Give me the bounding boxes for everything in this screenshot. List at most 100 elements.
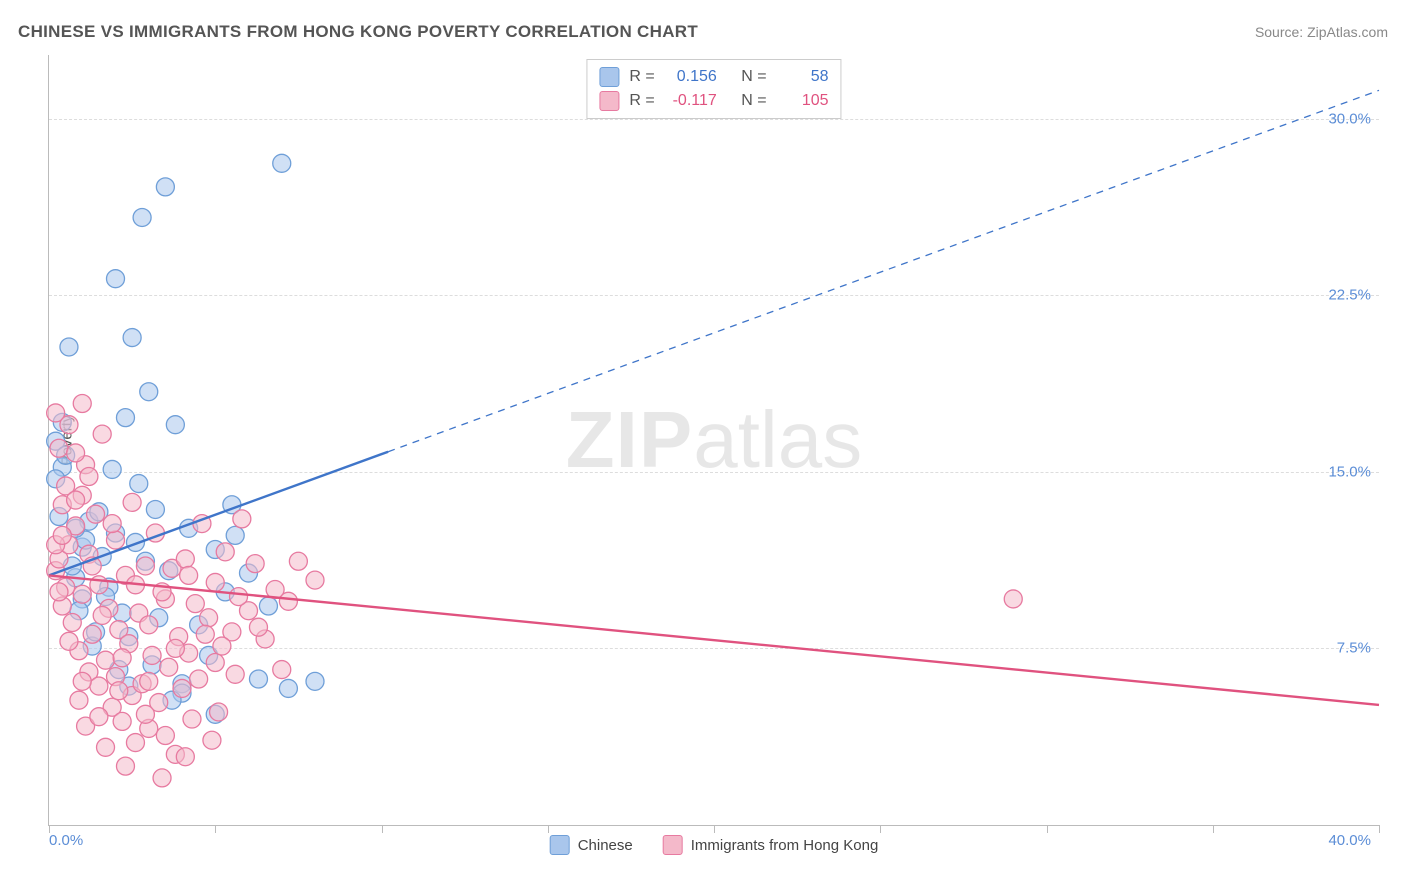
scatter-point	[53, 526, 71, 544]
scatter-point	[136, 557, 154, 575]
r-label: R =	[629, 65, 654, 89]
scatter-point	[246, 555, 264, 573]
scatter-point	[206, 573, 224, 591]
x-axis-max-label: 40.0%	[1328, 832, 1371, 849]
scatter-point	[190, 670, 208, 688]
scatter-point	[113, 649, 131, 667]
scatter-point	[166, 416, 184, 434]
scatter-point	[63, 613, 81, 631]
legend-swatch-hk	[663, 835, 683, 855]
scatter-point	[50, 439, 68, 457]
scatter-point	[186, 595, 204, 613]
scatter-point	[113, 712, 131, 730]
scatter-point	[153, 769, 171, 787]
scatter-point	[1004, 590, 1022, 608]
scatter-point	[200, 609, 218, 627]
scatter-point	[90, 708, 108, 726]
scatter-point	[140, 672, 158, 690]
scatter-point	[196, 625, 214, 643]
scatter-point	[110, 682, 128, 700]
stats-row-chinese: R = 0.156 N = 58	[599, 65, 828, 89]
scatter-point	[173, 679, 191, 697]
scatter-point	[93, 606, 111, 624]
scatter-point	[230, 588, 248, 606]
scatter-point	[180, 566, 198, 584]
swatch-hk	[599, 91, 619, 111]
scatter-point	[279, 679, 297, 697]
plot-area: Poverty 7.5%15.0%22.5%30.0% 0.0% 40.0% Z…	[48, 55, 1379, 826]
scatter-point	[156, 178, 174, 196]
scatter-point	[140, 616, 158, 634]
scatter-point	[166, 639, 184, 657]
scatter-point	[80, 467, 98, 485]
legend-label-chinese: Chinese	[578, 837, 633, 854]
scatter-point	[226, 526, 244, 544]
scatter-point	[289, 552, 307, 570]
r-label: R =	[629, 89, 654, 113]
scatter-point	[259, 597, 277, 615]
scatter-point	[146, 500, 164, 518]
scatter-point	[93, 425, 111, 443]
scatter-point	[87, 505, 105, 523]
scatter-point	[249, 670, 267, 688]
stats-row-hk: R = -0.117 N = 105	[599, 89, 828, 113]
scatter-point	[103, 515, 121, 533]
scatter-point	[73, 395, 91, 413]
legend-swatch-chinese	[550, 835, 570, 855]
r-value-chinese: 0.156	[665, 65, 717, 89]
scatter-point	[70, 691, 88, 709]
r-value-hk: -0.117	[665, 89, 717, 113]
regression-line-dashed	[388, 90, 1379, 451]
scatter-point	[97, 651, 115, 669]
scatter-point	[97, 738, 115, 756]
scatter-point	[60, 416, 78, 434]
scatter-point	[123, 329, 141, 347]
scatter-point	[273, 661, 291, 679]
scatter-point	[183, 710, 201, 728]
scatter-point	[156, 727, 174, 745]
scatter-point	[130, 475, 148, 493]
scatter-point	[116, 409, 134, 427]
scatter-point	[226, 665, 244, 683]
scatter-point	[103, 460, 121, 478]
scatter-point	[210, 703, 228, 721]
scatter-point	[50, 583, 68, 601]
scatter-point	[136, 705, 154, 723]
scatter-point	[273, 154, 291, 172]
scatter-point	[116, 757, 134, 775]
series-legend: Chinese Immigrants from Hong Kong	[550, 835, 879, 855]
regression-line	[49, 575, 1379, 705]
scatter-point	[176, 550, 194, 568]
n-value-chinese: 58	[777, 65, 829, 89]
scatter-point	[73, 585, 91, 603]
scatter-point	[143, 646, 161, 664]
scatter-point	[140, 383, 158, 401]
scatter-point	[133, 208, 151, 226]
scatter-point	[306, 672, 324, 690]
n-value-hk: 105	[777, 89, 829, 113]
scatter-svg	[49, 55, 1379, 825]
x-axis-origin-label: 0.0%	[49, 832, 83, 849]
n-label: N =	[741, 65, 766, 89]
scatter-point	[60, 338, 78, 356]
legend-label-hk: Immigrants from Hong Kong	[691, 837, 879, 854]
scatter-point	[107, 531, 125, 549]
scatter-point	[216, 543, 234, 561]
chart-container: CHINESE VS IMMIGRANTS FROM HONG KONG POV…	[0, 0, 1406, 892]
scatter-point	[233, 510, 251, 528]
chart-title: CHINESE VS IMMIGRANTS FROM HONG KONG POV…	[18, 22, 698, 42]
scatter-point	[107, 270, 125, 288]
scatter-point	[279, 592, 297, 610]
scatter-point	[249, 618, 267, 636]
scatter-point	[60, 632, 78, 650]
scatter-point	[123, 493, 141, 511]
source-attribution: Source: ZipAtlas.com	[1255, 24, 1388, 40]
scatter-point	[176, 748, 194, 766]
scatter-point	[83, 625, 101, 643]
stats-legend: R = 0.156 N = 58 R = -0.117 N = 105	[586, 59, 841, 119]
scatter-point	[160, 658, 178, 676]
scatter-point	[213, 637, 231, 655]
scatter-point	[126, 734, 144, 752]
n-label: N =	[741, 89, 766, 113]
scatter-point	[73, 672, 91, 690]
